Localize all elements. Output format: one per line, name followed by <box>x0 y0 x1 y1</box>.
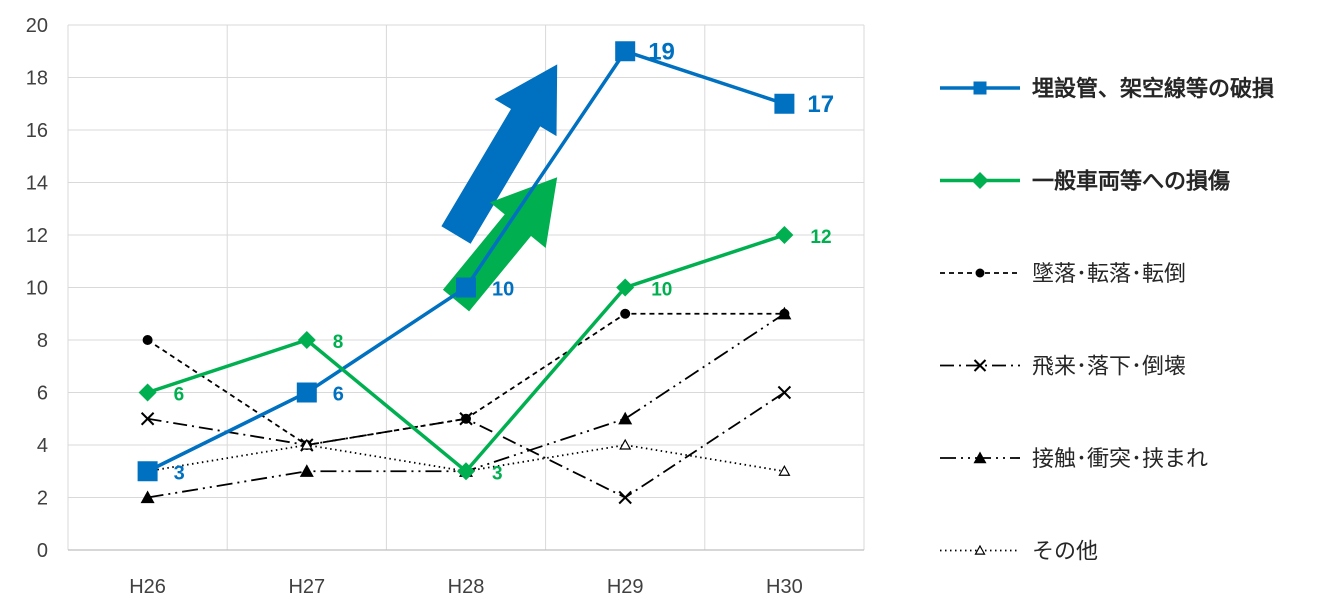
data-label: 10 <box>651 280 672 301</box>
data-point-3-4 <box>777 385 792 400</box>
legend: 埋設管、架空線等の破損一般車両等への損傷墜落･転落･転倒飛来･落下･倒壊接触･衝… <box>940 76 1275 565</box>
x-tick-label: H28 <box>448 576 485 598</box>
data-point-4-3 <box>618 411 633 425</box>
y-tick-label: 2 <box>37 488 48 510</box>
legend-item-1: 一般車両等への損傷 <box>940 169 1230 195</box>
data-point-5-1 <box>300 438 313 450</box>
x-marker-stroke <box>618 490 632 505</box>
y-tick-label: 12 <box>26 225 48 247</box>
data-point-1-3 <box>616 278 635 297</box>
legend-marker <box>971 172 989 189</box>
data-label: 3 <box>174 462 185 484</box>
data-point-4-1 <box>299 464 314 477</box>
data-point-2-0 <box>142 335 153 345</box>
y-tick-label: 16 <box>26 120 48 142</box>
legend-label: 埋設管、架空線等の破損 <box>1032 76 1275 102</box>
x-marker-stroke <box>973 359 987 372</box>
y-axis-tick-labels: 0 2 4 6 8 10 12 14 16 18 20 <box>26 15 48 562</box>
y-tick-label: 8 <box>37 330 48 352</box>
legend-item-3: 飛来･落下･倒壊 <box>940 355 1186 380</box>
x-axis-tick-labels: H26 H27 H28 H29 H30 <box>129 576 803 598</box>
data-point-3-3 <box>618 490 632 505</box>
data-label: 12 <box>810 227 831 248</box>
y-tick-label: 10 <box>26 278 48 300</box>
data-label: 8 <box>333 332 344 353</box>
y-tick-label: 0 <box>37 540 48 562</box>
data-point-5-4 <box>778 465 791 476</box>
x-marker-stroke <box>777 385 792 400</box>
x-marker-stroke <box>140 412 155 426</box>
series-lines <box>137 41 795 505</box>
data-point-1-2 <box>457 462 475 481</box>
legend-item-0: 埋設管、架空線等の破損 <box>940 76 1275 102</box>
y-tick-label: 6 <box>37 383 48 405</box>
legend-label: その他 <box>1032 540 1098 565</box>
data-point-3-0 <box>140 412 155 426</box>
data-label: 10 <box>492 279 514 301</box>
y-tick-label: 14 <box>26 173 48 195</box>
legend-item-4: 接触･衝突･挟まれ <box>940 447 1208 472</box>
x-tick-label: H27 <box>288 576 325 598</box>
legend-item-5: その他 <box>940 540 1098 565</box>
x-tick-label: H26 <box>129 576 166 598</box>
legend-marker <box>973 451 987 464</box>
y-tick-label: 4 <box>37 435 48 457</box>
x-marker-stroke <box>459 412 473 426</box>
x-tick-label: H29 <box>607 576 644 598</box>
legend-marker <box>973 81 987 95</box>
data-point-4-4 <box>777 306 792 320</box>
data-label: 6 <box>333 384 344 406</box>
data-label: 19 <box>648 38 675 65</box>
legend-item-2: 墜落･転落･転倒 <box>940 262 1186 287</box>
data-point-1-1 <box>297 331 316 349</box>
legend-label: 一般車両等への損傷 <box>1032 169 1230 195</box>
data-labels: 3 6 10 19 17 6 8 3 10 12 <box>174 38 835 484</box>
data-label: 3 <box>492 463 503 484</box>
data-point-0-4 <box>774 93 795 114</box>
legend-label: 飛来･落下･倒壊 <box>1032 355 1186 380</box>
data-point-0-2 <box>456 277 476 298</box>
data-point-5-3 <box>619 438 632 450</box>
data-point-0-1 <box>296 382 317 403</box>
legend-label: 墜落･転落･転倒 <box>1032 262 1186 287</box>
data-point-2-3 <box>620 308 631 319</box>
y-tick-label: 18 <box>26 68 48 90</box>
data-point-4-0 <box>140 490 155 504</box>
series-line-0 <box>146 49 785 473</box>
data-point-1-0 <box>138 383 157 402</box>
data-point-1-4 <box>775 226 794 244</box>
trend-arrows <box>441 64 558 312</box>
data-label: 17 <box>807 91 834 118</box>
data-point-3-2 <box>459 412 473 426</box>
legend-label: 接触･衝突･挟まれ <box>1032 447 1208 472</box>
data-point-0-0 <box>137 461 158 482</box>
x-tick-label: H30 <box>766 576 803 598</box>
blue-trend-arrow <box>441 64 558 244</box>
legend-marker <box>973 359 987 372</box>
legend-marker <box>974 544 986 555</box>
legend-marker <box>975 268 985 278</box>
y-tick-label: 20 <box>26 15 48 37</box>
data-point-0-3 <box>615 41 636 62</box>
data-label: 6 <box>174 385 185 406</box>
